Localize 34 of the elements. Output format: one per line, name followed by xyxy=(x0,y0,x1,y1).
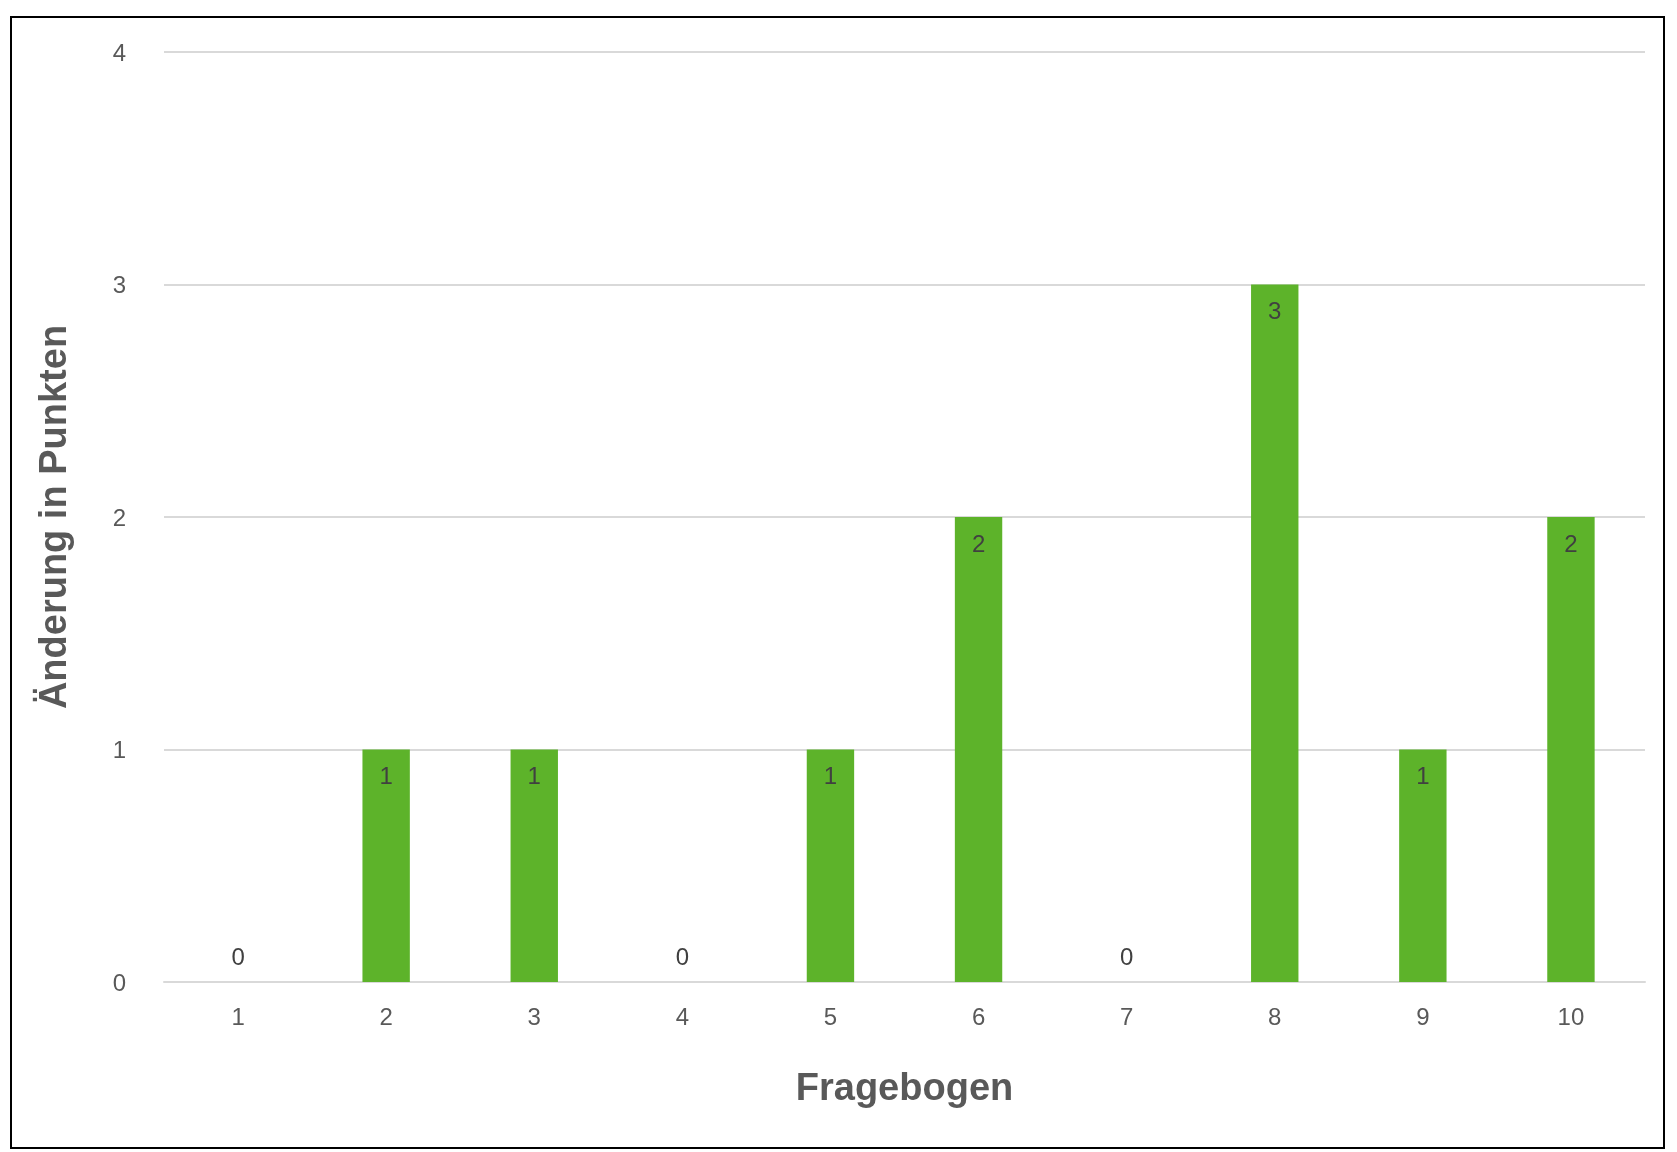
y-tick-label: 2 xyxy=(112,503,126,531)
bar xyxy=(510,749,558,982)
data-label: 0 xyxy=(675,942,690,970)
bar xyxy=(806,749,855,982)
y-tick-label: 4 xyxy=(112,38,126,66)
y-axis-title: Änderung in Punkten xyxy=(32,324,74,710)
y-tick-label: 3 xyxy=(112,271,126,298)
x-tick-label: 3 xyxy=(527,1002,541,1030)
x-tick-label: 5 xyxy=(823,1002,838,1030)
x-axis-title: Fragebogen xyxy=(795,1066,1014,1108)
x-tick-label: 4 xyxy=(675,1002,690,1030)
data-label: 2 xyxy=(971,529,986,557)
bar xyxy=(1251,284,1299,982)
x-tick-label: 7 xyxy=(1119,1002,1134,1030)
data-label: 0 xyxy=(1119,942,1134,970)
x-tick-label: 1 xyxy=(231,1002,245,1030)
bar xyxy=(954,517,1003,982)
bar xyxy=(1547,517,1595,982)
y-tick-label: 1 xyxy=(112,736,126,763)
data-label: 1 xyxy=(527,762,541,789)
x-tick-label: 10 xyxy=(1557,1002,1585,1030)
bar xyxy=(1399,749,1447,982)
x-tick-label: 8 xyxy=(1268,1002,1282,1030)
x-tick-label: 9 xyxy=(1416,1002,1430,1030)
data-label: 1 xyxy=(379,762,393,789)
data-label: 1 xyxy=(823,762,838,789)
x-tick-label: 6 xyxy=(971,1002,986,1030)
data-label: 1 xyxy=(1416,762,1430,789)
bar xyxy=(362,749,410,982)
data-label: 3 xyxy=(1268,297,1282,324)
data-label: 2 xyxy=(1564,529,1578,557)
x-tick-label: 2 xyxy=(379,1002,393,1030)
data-label: 0 xyxy=(231,942,245,970)
y-tick-label: 0 xyxy=(112,968,126,996)
